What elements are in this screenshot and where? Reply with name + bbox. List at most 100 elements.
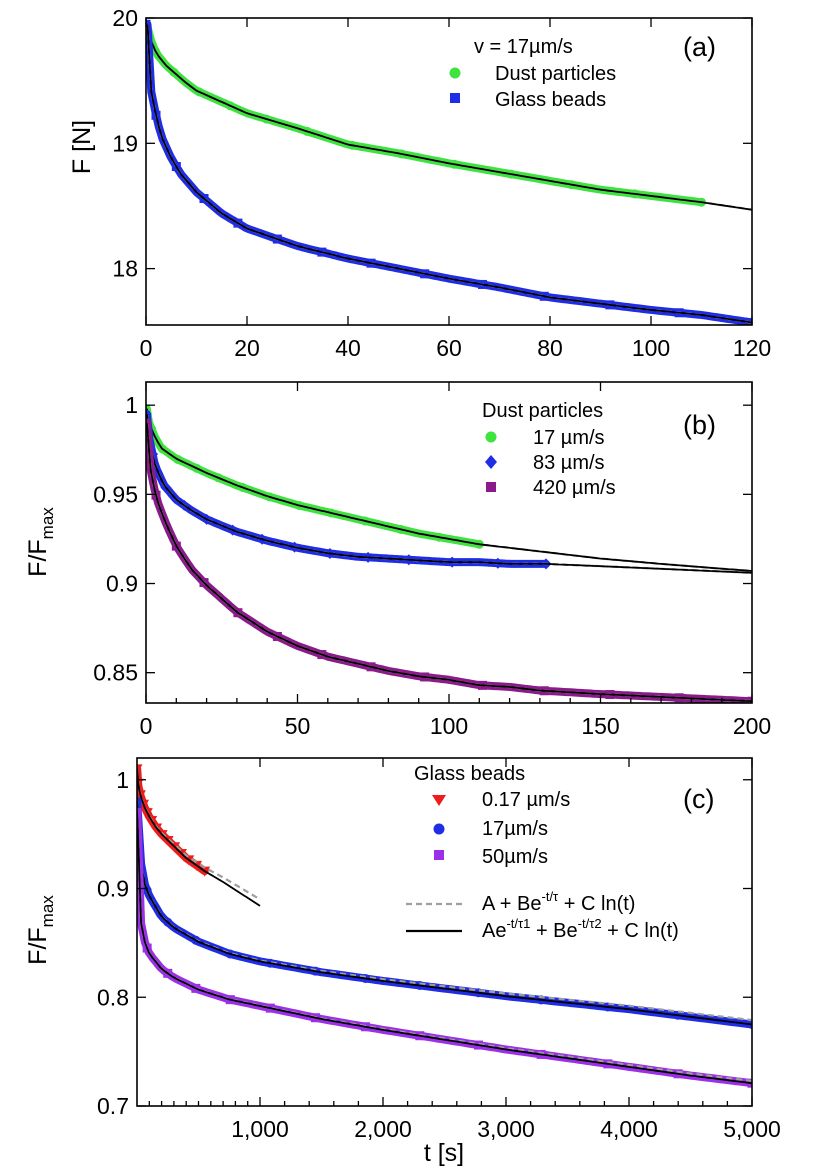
plot-area-a <box>146 19 752 325</box>
x-tick-label-a: 40 <box>335 335 361 361</box>
axis-ticks-c: 1,000 2,000 3,000 4,000 5,000 0.7 0.8 0.9 1 <box>97 758 781 1142</box>
axis-ticks-a: 0 20 40 60 80 100 120 18 19 20 <box>112 5 771 361</box>
data-point-c-50-m-s <box>137 807 142 817</box>
legend-marker-c-50 <box>434 850 444 860</box>
fit-solid-b-420-m-s <box>146 422 752 703</box>
fit-solid-c-50-m-s <box>137 812 752 1085</box>
x-tick-label-a: 100 <box>632 335 670 361</box>
fit-legend-solid-exp1: -t/τ1 <box>506 916 530 931</box>
x-tick-label-c: 4,000 <box>600 1116 658 1142</box>
x-tick-label-a: 80 <box>537 335 563 361</box>
plot-area-c <box>137 764 752 1088</box>
fit-legend-solid-mid: + Be <box>530 920 577 942</box>
legend-label-b-420: 420 µm/s <box>533 477 616 499</box>
x-tick-label-b: 200 <box>733 713 771 739</box>
data-band-c-17-m-s <box>137 797 752 1029</box>
fit-solid-a-dust-particles <box>146 26 752 211</box>
plot-area-b <box>146 404 752 703</box>
fit-legend-c: A + Be-t/τ + C ln(t) Ae-t/τ1 + Be-t/τ2 +… <box>406 889 679 942</box>
fit-dashed-b-83-m-s <box>146 413 752 574</box>
legend-b: Dust particles 17 µm/s 83 µm/s 420 µm/s <box>482 400 616 499</box>
x-tick-label-b: 50 <box>285 713 311 739</box>
y-axis-title-b-main: F/F <box>24 539 52 577</box>
legend-title-c: Glass beads <box>414 763 525 785</box>
panel-c: 1,000 2,000 3,000 4,000 5,000 0.7 0.8 0.9 1 F/Fm… <box>24 757 781 1167</box>
legend-marker-c-017 <box>432 795 446 806</box>
legend-label-a-dust: Dust particles <box>495 63 616 85</box>
fit-dashed-a-dust-particles <box>146 26 752 211</box>
fit-solid-b-17-m-s <box>146 408 752 572</box>
x-tick-label-c: 5,000 <box>723 1116 781 1142</box>
y-axis-title-a: F [N] <box>68 120 96 174</box>
panel-label-b: (b) <box>683 410 716 440</box>
y-axis-title-c: F/Fmax <box>24 895 57 965</box>
panel-label-c: (c) <box>683 784 714 814</box>
fit-dashed-a-glass-beads <box>146 24 752 324</box>
x-tick-label-b: 0 <box>140 713 153 739</box>
x-tick-label-c: 3,000 <box>477 1116 535 1142</box>
fit-legend-solid-exp2: -t/τ2 <box>578 916 602 931</box>
y-tick-label-c: 1 <box>116 767 129 793</box>
y-tick-label-b: 0.95 <box>93 481 138 507</box>
x-tick-label-c: 2,000 <box>354 1116 412 1142</box>
data-band-a-dust-particles <box>146 22 706 207</box>
fit-dashed-c-17-m-s <box>137 801 752 1022</box>
legend-label-c-017: 0.17 µm/s <box>482 789 570 811</box>
legend-title-b: Dust particles <box>482 400 603 422</box>
data-point-b-420-m-s <box>146 418 151 428</box>
fit-legend-dashed-label: A + Be-t/τ + C ln(t) <box>482 889 635 915</box>
legend-marker-a-glass <box>450 93 460 103</box>
x-axis-title: t [s] <box>424 1139 464 1167</box>
x-tick-label-a: 60 <box>436 335 462 361</box>
fit-dashed-c-50-m-s <box>137 812 752 1083</box>
legend-label-c-17: 17µm/s <box>482 818 548 840</box>
fit-solid-b-83-m-s <box>146 413 752 574</box>
legend-label-b-17: 17 µm/s <box>533 427 605 449</box>
fit-legend-solid-a: Ae <box>482 920 506 942</box>
fit-solid-c-17-m-s <box>137 801 752 1026</box>
series-layer-c <box>137 764 752 1088</box>
fit-legend-dashed-tail: + C ln(t) <box>558 893 635 915</box>
y-tick-label-b: 0.85 <box>93 660 138 686</box>
legend-label-a-glass: Glass beads <box>495 89 606 111</box>
y-axis-title-b: F/Fmax <box>24 507 57 577</box>
fit-solid-a-glass-beads <box>146 24 752 324</box>
series-layer-b <box>146 404 752 703</box>
legend-marker-b-17 <box>485 431 497 443</box>
legend-label-b-83: 83 µm/s <box>533 452 605 474</box>
legend-title-a: v = 17µm/s <box>474 36 573 58</box>
y-tick-label-c: 0.8 <box>97 984 129 1010</box>
fit-dashed-c-0-17-m-s <box>137 768 261 901</box>
data-band-c-0-17-m-s <box>137 764 209 876</box>
y-tick-label-a: 19 <box>112 130 138 156</box>
legend-marker-b-420 <box>486 482 496 492</box>
x-tick-label-a: 120 <box>733 335 771 361</box>
legend-label-c-50: 50µm/s <box>482 846 548 868</box>
y-axis-title-c-sub: max <box>38 895 57 928</box>
y-axis-title-c-main: F/F <box>24 927 52 965</box>
legend-marker-c-17 <box>433 823 445 835</box>
legend-marker-a-dust <box>449 67 461 79</box>
fit-legend-dashed-exp: -t/τ <box>542 889 560 904</box>
legend-marker-b-83 <box>485 455 497 469</box>
series-layer-a <box>146 19 752 325</box>
data-point-b-420-m-s <box>747 696 752 703</box>
data-band-b-17-m-s <box>146 404 484 549</box>
x-tick-label-c: 1,000 <box>231 1116 289 1142</box>
y-tick-label-c: 0.7 <box>97 1093 129 1119</box>
legend-a: v = 17µm/s Dust particles Glass beads <box>449 36 616 111</box>
y-tick-label-a: 18 <box>112 256 138 282</box>
fit-legend-dashed-a: A + Be <box>482 893 542 915</box>
y-axis-title-b-sub: max <box>38 507 57 540</box>
panel-a: 0 20 40 60 80 100 120 18 19 20 F [N] (a) v = 17µm… <box>68 5 771 361</box>
panel-label-a: (a) <box>683 32 716 62</box>
y-tick-label-c: 0.9 <box>97 876 129 902</box>
y-tick-label-b: 1 <box>125 392 138 418</box>
x-tick-label-b: 150 <box>581 713 619 739</box>
panel-b: 0 50 100 150 200 0.85 0.9 0.95 1 F/Fmax (b) Dust… <box>24 381 771 739</box>
fit-solid-c-0-17-m-s <box>137 768 261 907</box>
y-tick-label-b: 0.9 <box>106 571 138 597</box>
plot-frame-c <box>136 757 753 1107</box>
data-band-c-50-m-s <box>137 808 752 1088</box>
